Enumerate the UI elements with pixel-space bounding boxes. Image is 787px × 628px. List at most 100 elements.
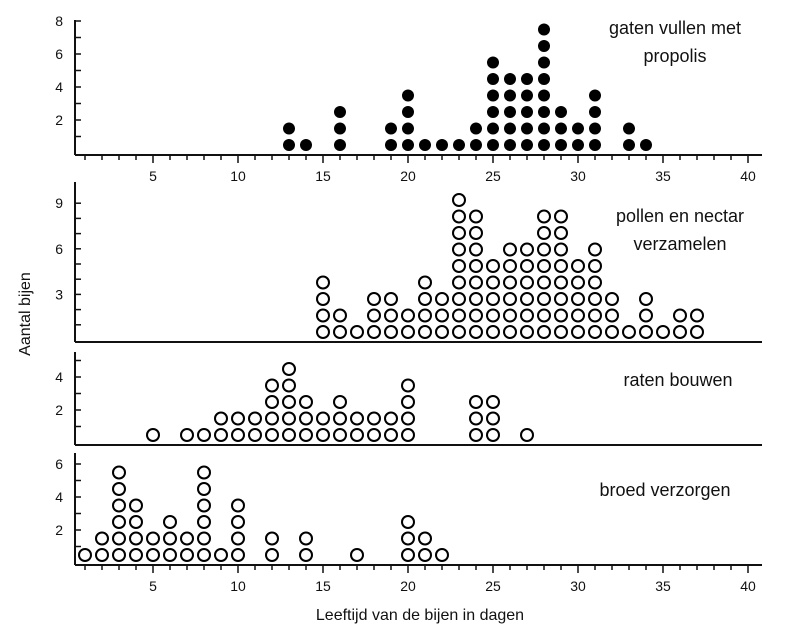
data-point [265,548,279,562]
data-point [282,411,296,426]
data-point [520,308,534,323]
data-point [435,325,449,339]
data-point [469,259,483,273]
data-point [572,122,584,135]
data-point [486,325,500,339]
data-point [469,395,483,409]
data-point [402,122,414,135]
y-axis-title: Aantal bijen [17,272,34,356]
data-point [452,193,466,207]
data-point [402,139,414,151]
data-point [385,139,397,151]
data-point [503,259,517,273]
data-point [265,395,279,409]
data-point [605,292,619,306]
data-point [333,325,347,339]
data-point [282,362,296,376]
data-point [401,378,415,393]
data-point [95,531,109,546]
data-point [572,139,584,151]
data-point [146,531,160,546]
data-point [589,89,601,102]
data-point [673,325,687,339]
x-tick-label: 10 [230,578,246,594]
x-tick-label: 5 [149,168,157,184]
y-tick-label: 6 [55,456,63,472]
data-point [589,106,601,118]
data-point [316,292,330,306]
data-point [282,428,296,442]
data-point [486,308,500,323]
data-point [129,498,143,513]
data-point [435,292,449,306]
data-point [486,428,500,442]
data-point [197,498,211,513]
data-point [231,411,245,426]
data-point [435,548,449,562]
data-point [384,325,398,339]
data-point [520,428,534,442]
data-point [231,428,245,442]
data-point [537,275,551,290]
data-point [452,275,466,290]
data-point [367,428,381,442]
data-point [197,482,211,496]
data-point [214,411,228,426]
data-point [248,411,262,426]
y-tick-label: 3 [55,286,63,302]
data-point [418,292,432,306]
data-point [469,209,483,224]
data-point [299,395,313,409]
data-point [622,325,636,339]
data-point [538,23,550,36]
data-point [452,209,466,224]
data-point [537,292,551,306]
panel-label: gaten vullen met [609,18,741,38]
data-point [503,242,517,257]
data-point [367,411,381,426]
data-point [555,122,567,135]
data-point [316,308,330,323]
data-point [334,122,346,135]
data-point [283,122,295,135]
data-point [588,325,602,339]
y-tick-label: 8 [55,13,63,29]
data-point [486,395,500,409]
x-tick-label: 10 [230,168,246,184]
data-point [452,259,466,273]
data-point [350,428,364,442]
y-tick-label: 6 [55,241,63,257]
x-axis-title: Leeftijd van de bijen in dagen [316,607,524,624]
data-point [452,226,466,240]
data-point [112,482,126,496]
data-point [350,325,364,339]
data-point [487,56,499,69]
data-point [367,292,381,306]
data-point [300,139,312,151]
data-point [197,515,211,529]
data-point [588,242,602,257]
y-tick-label: 6 [55,46,63,62]
panel-3: 2 4 raten bouwen [55,352,762,446]
data-point [520,292,534,306]
data-point [265,531,279,546]
y-tick-label: 4 [55,369,63,385]
data-point [469,411,483,426]
data-point [180,531,194,546]
data-point [197,465,211,480]
data-point [95,548,109,562]
data-point [265,411,279,426]
x-tick-label: 20 [400,578,416,594]
y-tick-label: 4 [55,79,63,95]
data-point [146,428,160,442]
data-point [469,292,483,306]
data-point [197,428,211,442]
data-point [163,531,177,546]
panel-label: verzamelen [633,234,726,254]
data-point [112,498,126,513]
data-point [690,325,704,339]
data-point [299,548,313,562]
data-point [333,308,347,323]
y-tick-label: 9 [55,195,63,211]
